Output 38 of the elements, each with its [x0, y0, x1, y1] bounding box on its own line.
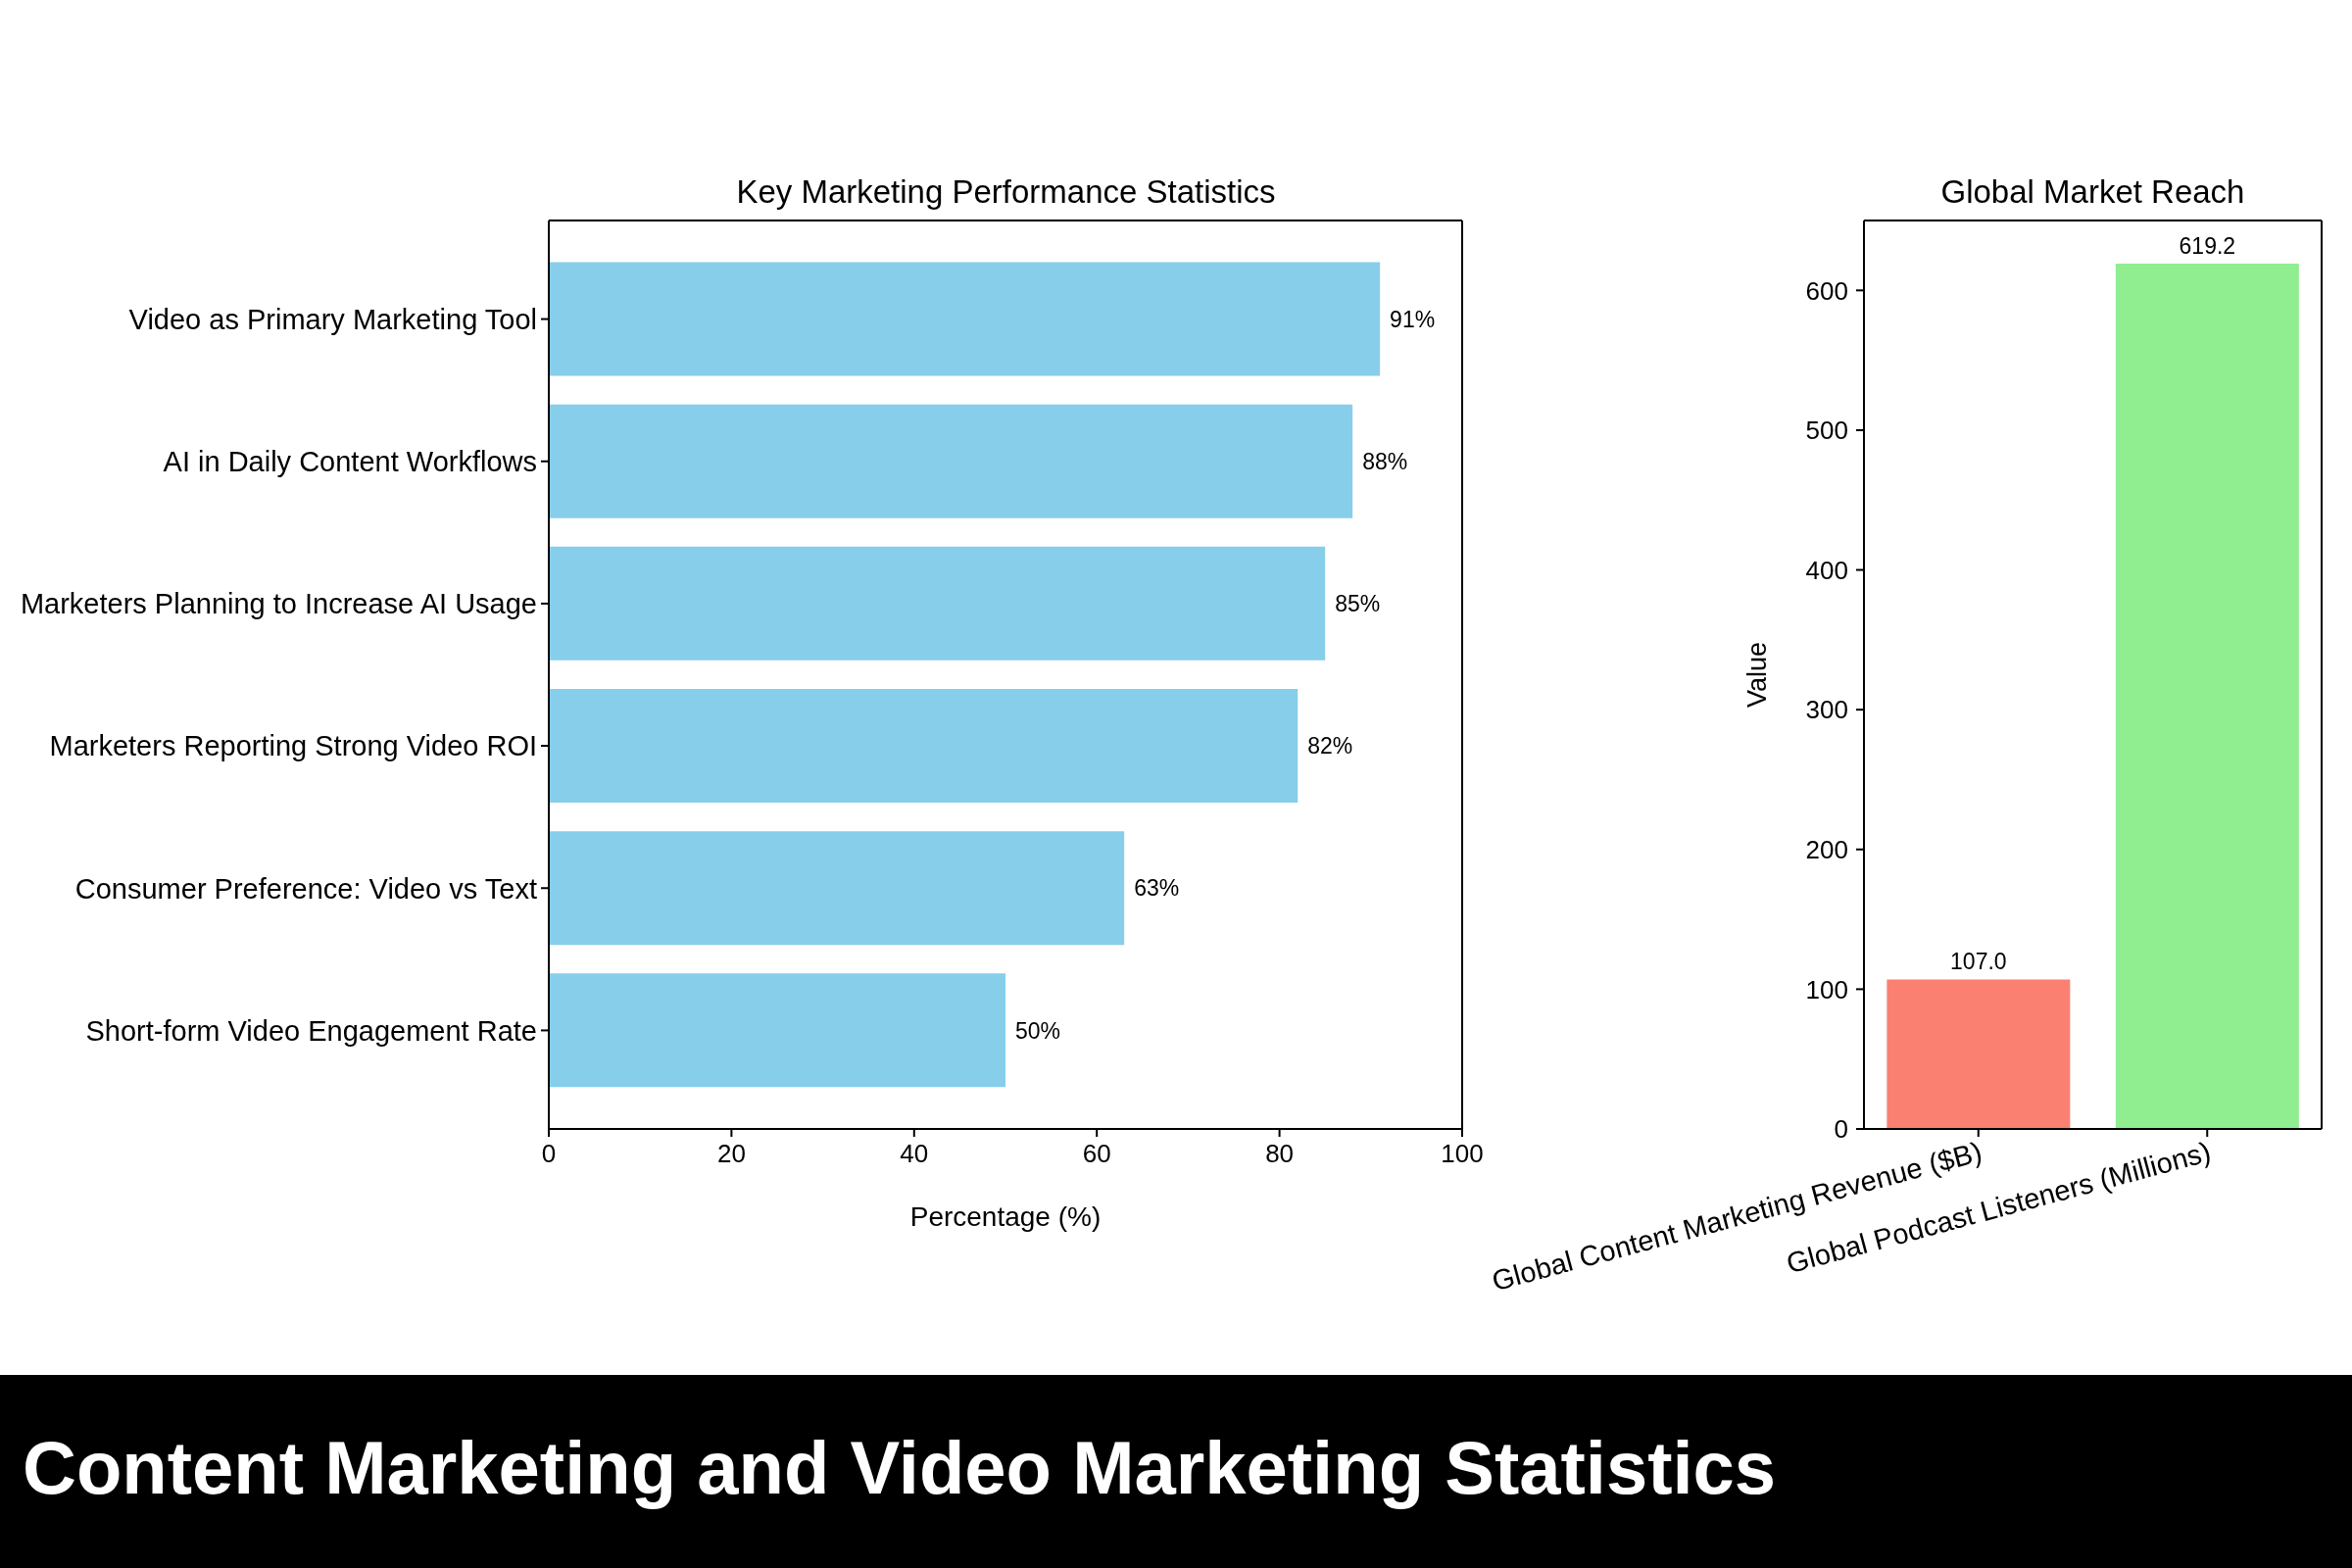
bar — [549, 546, 1326, 661]
chart-title: Global Market Reach — [1939, 172, 2246, 212]
y-tick-label: Marketers Reporting Strong Video ROI — [49, 730, 537, 762]
data-label: 619.2 — [2179, 232, 2236, 259]
data-label: 107.0 — [1950, 949, 2007, 975]
y-tick-label: 0 — [1834, 1114, 1848, 1145]
bar — [549, 689, 1298, 804]
data-label: 85% — [1335, 591, 1381, 617]
data-label: 63% — [1134, 875, 1180, 902]
x-tick-label: 100 — [1441, 1139, 1484, 1169]
y-tick-label: 500 — [1805, 416, 1848, 446]
x-tick-label: 40 — [900, 1139, 929, 1169]
y-tick-label: Consumer Preference: Video vs Text — [74, 872, 537, 905]
x-tick-label: 20 — [716, 1139, 746, 1169]
y-tick-label: Marketers Planning to Increase AI Usage — [20, 588, 537, 620]
y-tick-label: Video as Primary Marketing Tool — [128, 303, 537, 335]
y-tick-label: 100 — [1805, 974, 1848, 1004]
y-axis-title: Value — [1741, 641, 1772, 709]
y-tick-label: 600 — [1805, 275, 1848, 306]
y-tick-label: 200 — [1805, 835, 1848, 864]
bar — [549, 831, 1125, 946]
data-label: 91% — [1390, 306, 1436, 332]
x-tick-label: 80 — [1265, 1139, 1295, 1169]
bar — [549, 262, 1381, 376]
data-label: 50% — [1015, 1017, 1061, 1044]
data-label: 88% — [1362, 448, 1408, 474]
x-tick-label: 0 — [541, 1139, 557, 1169]
x-axis-title: Percentage (%) — [909, 1201, 1102, 1232]
chart-title: Key Marketing Performance Statistics — [735, 172, 1277, 212]
x-tick-label: 60 — [1082, 1139, 1111, 1169]
y-tick-label: AI in Daily Content Workflows — [163, 446, 537, 478]
text: Content Marketing and Video Marketing Statistics — [23, 1425, 1777, 1510]
bar — [549, 973, 1005, 1088]
bar — [549, 404, 1353, 518]
y-tick-label: 400 — [1805, 555, 1848, 585]
data-label: 82% — [1307, 733, 1353, 760]
y-tick-label: 300 — [1805, 695, 1848, 725]
y-tick-label: Short-form Video Engagement Rate — [85, 1014, 537, 1047]
